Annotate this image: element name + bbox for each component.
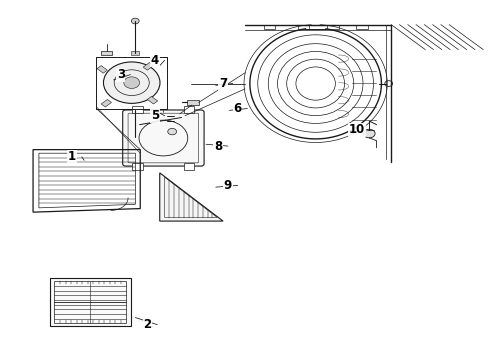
Bar: [143, 63, 153, 70]
Bar: [356, 25, 368, 29]
Bar: [174, 119, 185, 123]
Circle shape: [103, 62, 160, 103]
Text: 7: 7: [219, 77, 227, 90]
Bar: [101, 99, 112, 107]
Bar: [101, 51, 112, 55]
Text: 5: 5: [151, 109, 159, 122]
Text: 4: 4: [151, 54, 159, 67]
Bar: [184, 163, 195, 170]
Circle shape: [364, 129, 375, 138]
Circle shape: [124, 77, 140, 89]
Text: 9: 9: [224, 179, 232, 192]
FancyBboxPatch shape: [122, 110, 204, 166]
Bar: [184, 107, 195, 113]
Bar: [147, 96, 158, 104]
Circle shape: [168, 129, 176, 135]
Bar: [327, 25, 339, 29]
Bar: [174, 114, 185, 117]
Bar: [50, 278, 130, 327]
Text: 10: 10: [349, 123, 365, 136]
Text: 8: 8: [214, 140, 222, 153]
Bar: [264, 25, 275, 29]
Text: 1: 1: [68, 150, 76, 163]
Text: 6: 6: [234, 102, 242, 115]
Bar: [132, 163, 143, 170]
Text: 3: 3: [117, 68, 125, 81]
Bar: [132, 107, 143, 113]
Bar: [97, 66, 107, 73]
Bar: [187, 100, 199, 105]
Polygon shape: [160, 173, 223, 221]
Bar: [54, 282, 126, 323]
Circle shape: [131, 18, 139, 24]
Circle shape: [385, 81, 392, 86]
Bar: [131, 51, 139, 55]
Bar: [130, 135, 140, 139]
Bar: [297, 25, 309, 29]
Text: 2: 2: [144, 318, 151, 331]
